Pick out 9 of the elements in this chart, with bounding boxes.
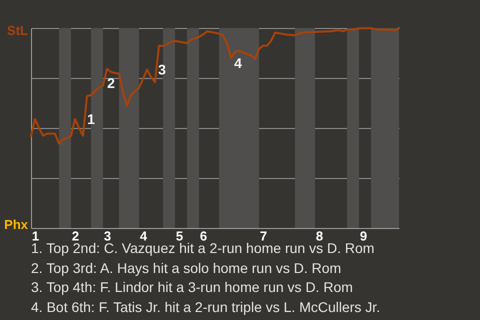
text: Phx — [4, 217, 29, 232]
text: 4. Bot 6th: F. Tatis Jr. hit a 2-run triple vs L. McCullers Jr. — [31, 298, 380, 317]
annotation: 2 — [107, 75, 116, 91]
text: 3. Top 4th: F. Lindor hit a 3-run home run vs D. Rom — [31, 278, 354, 297]
annotation: 4 — [234, 55, 242, 72]
annotation: 1 — [87, 111, 96, 128]
text: StL — [7, 23, 28, 38]
annotation: 3 — [158, 62, 166, 78]
text: 2. Top 3rd: A. Hays hit a solo home run vs D. Rom — [31, 258, 342, 278]
